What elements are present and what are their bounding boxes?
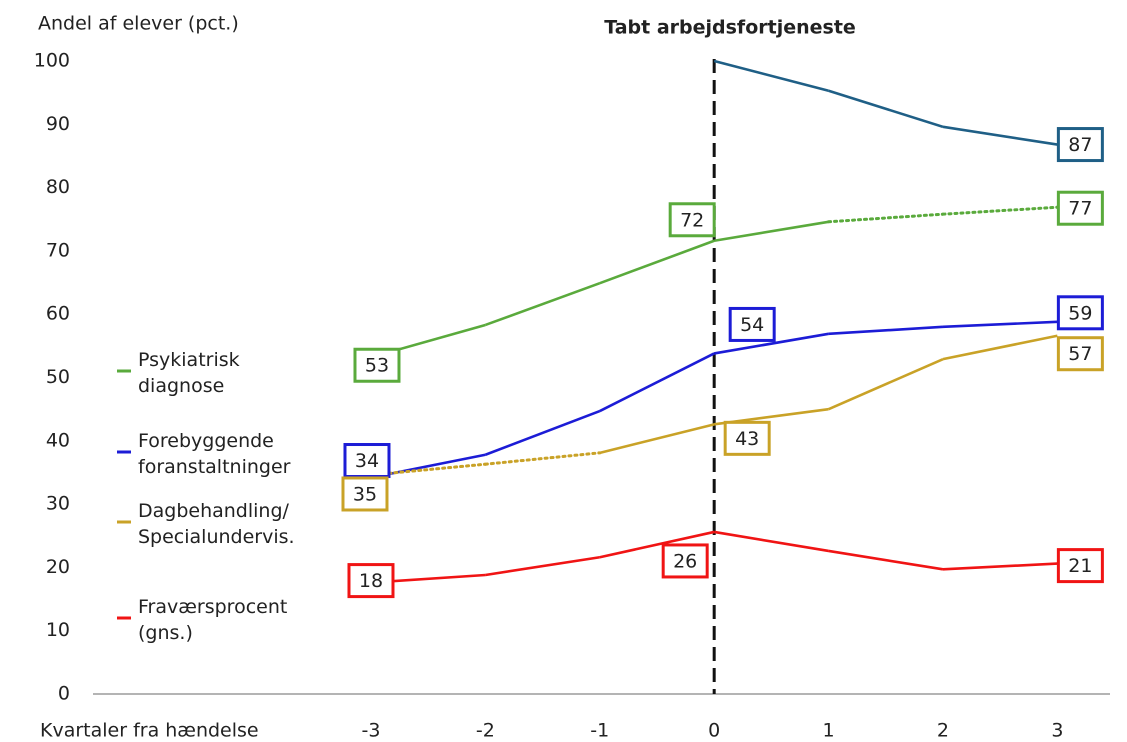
x-tick-label: 1 [823,720,835,742]
data-label-box [1056,190,1104,226]
line-segment [713,220,829,243]
line-segment [942,334,1058,361]
y-tick-label: 100 [34,50,70,72]
data-label-box [661,543,709,579]
data-label: 34 [355,450,379,472]
data-label: 21 [1068,555,1092,577]
data-label: 35 [353,483,377,505]
line-segment [828,89,944,129]
data-label: 53 [365,355,389,377]
line-segment [599,352,715,413]
data-label: 59 [1068,302,1092,324]
line-segment [485,555,600,577]
x-tick-label: 2 [937,720,949,742]
y-tick-label: 70 [46,239,70,261]
line-segment [483,451,602,466]
data-label: 26 [673,550,697,572]
data-label: 87 [1068,134,1092,156]
line-segment [713,530,829,553]
legend-label: Fraværsprocent (gns.) [138,596,288,644]
data-label: 72 [680,209,704,231]
x-tick-label: 3 [1051,720,1063,742]
line-segment [828,549,944,571]
legend-label: Psykiatrisk diagnose [138,349,240,397]
line-segment [599,239,715,285]
line-segment [599,423,715,455]
data-label-box [347,563,395,599]
data-label-box [1056,127,1104,163]
data-label-box [723,420,771,456]
x-tick-label: -2 [476,720,495,742]
chart-title: Tabt arbejdsfortjeneste [604,17,856,39]
line-segment [599,530,715,559]
y-tick-label: 50 [46,366,70,388]
x-axis-label: Kvartaler fra hændelse [40,720,259,742]
legend-label: Forebyggende foranstaltninger [138,430,291,478]
line-segment [484,409,601,456]
line-segment [713,59,829,93]
y-tick-label: 30 [46,493,70,515]
x-tick-label: -1 [590,720,609,742]
y-tick-label: 20 [46,556,70,578]
line-segment [713,332,829,355]
data-label-box [1056,336,1104,372]
data-label: 43 [735,428,759,450]
legend-label: Dagbehandling/ Specialundervis. [138,500,295,548]
data-label-box [668,202,716,238]
data-label-box [341,476,389,512]
line-segment [942,125,1058,146]
data-label-box [1056,548,1104,584]
data-label: 57 [1068,343,1092,365]
y-axis-label: Andel af elever (pct.) [38,13,239,35]
y-tick-label: 80 [46,176,70,198]
y-tick-label: 60 [46,303,70,325]
y-tick-label: 0 [58,683,70,705]
data-label: 18 [359,570,383,592]
y-tick-label: 10 [46,619,70,641]
data-label: 54 [740,314,764,336]
line-segment [484,281,601,327]
line-segment [942,320,1058,329]
x-tick-label: -3 [362,720,381,742]
line-segment [828,325,944,336]
y-tick-label: 40 [46,429,70,451]
line-segment [942,562,1058,571]
x-tick-label: 0 [708,720,720,742]
data-label: 77 [1068,198,1092,220]
line-segment [827,212,945,224]
data-label-box [728,306,776,342]
line-segment [941,205,1059,216]
line-segment [828,357,944,411]
data-label-box [1056,295,1104,331]
data-label-box [353,347,401,383]
y-tick-label: 90 [46,113,70,135]
